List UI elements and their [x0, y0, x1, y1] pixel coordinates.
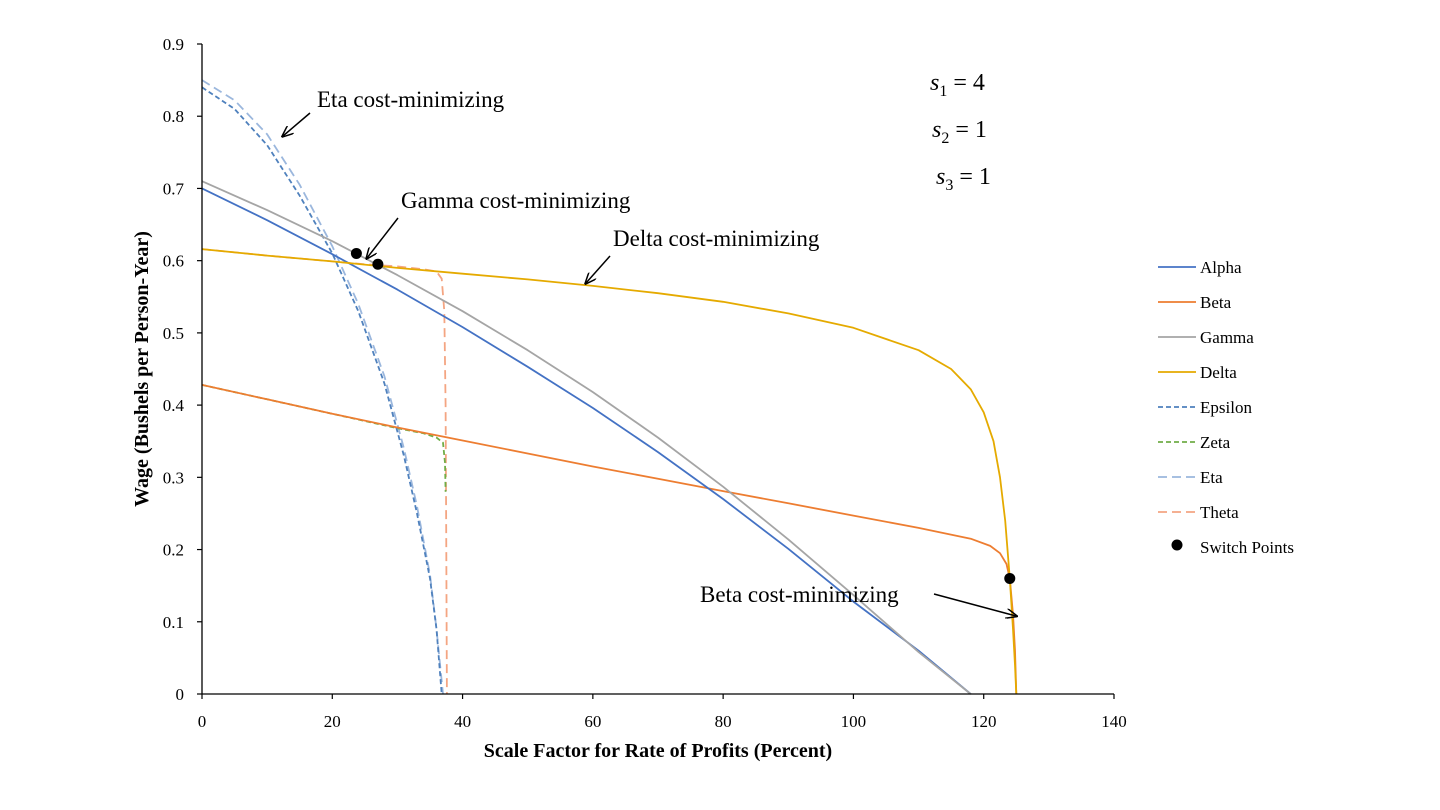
annotation-eta: Eta cost-minimizing — [317, 87, 505, 112]
param-s3-symbol: s — [936, 164, 945, 190]
x-tick-label: 20 — [324, 712, 341, 731]
legend-label-theta: Theta — [1200, 503, 1239, 522]
annotation-beta-arrow — [933, 593, 1016, 616]
x-axis-title: Scale Factor for Rate of Profits (Percen… — [484, 740, 832, 762]
x-tick-label: 0 — [198, 712, 207, 731]
annotation-gamma-arrow — [367, 217, 399, 258]
y-tick-label: 0.2 — [163, 541, 184, 560]
param-s2-sub: 2 — [941, 130, 949, 147]
legend-label-epsilon: Epsilon — [1200, 398, 1252, 417]
param-s2-symbol: s — [932, 117, 941, 143]
series-line-alpha — [201, 187, 972, 695]
x-tick-label: 40 — [454, 712, 471, 731]
legend: Alpha Beta Gamma Delta Epsilon Zeta Eta Theta Sw… — [1158, 258, 1294, 557]
annotation-gamma: Gamma cost-minimizing — [401, 188, 631, 213]
y-tick-label: 0.5 — [163, 324, 184, 343]
legend-label-switch-points: Switch Points — [1200, 538, 1294, 557]
series-line-beta — [201, 384, 1018, 695]
param-s1: s1 = 4 — [930, 70, 985, 100]
y-tick-label: 0.7 — [163, 179, 185, 198]
legend-label-eta: Eta — [1200, 468, 1223, 487]
param-s1-symbol: s — [930, 70, 939, 96]
x-tick-label: 80 — [715, 712, 732, 731]
series-line-eta — [201, 79, 444, 695]
switch-point — [350, 247, 362, 259]
annotation-eta-arrow — [283, 112, 311, 136]
param-s3-sub: 3 — [945, 177, 953, 194]
y-tick-label: 0.6 — [163, 252, 184, 271]
param-s3: s3 = 1 — [936, 164, 991, 194]
switch-points — [350, 247, 1016, 584]
annotation-delta: Delta cost-minimizing — [613, 226, 820, 251]
param-s1-value: 4 — [973, 70, 985, 96]
legend-swatch-switch-points — [1171, 539, 1183, 551]
param-s2: s2 = 1 — [932, 117, 987, 147]
y-tick-label: 0.3 — [163, 468, 184, 487]
axis-ticks: 0 20 40 60 80 100 120 140 0 0.1 0.2 0.3 0.4 0.5 0.6 0.7… — [163, 35, 1127, 731]
y-tick-label: 0.4 — [163, 396, 185, 415]
series-line-gamma — [201, 180, 972, 695]
y-tick-label: 0.9 — [163, 35, 184, 54]
x-tick-label: 140 — [1101, 712, 1127, 731]
y-axis-title: Wage (Bushels per Person-Year) — [131, 231, 153, 507]
series-line-delta — [201, 248, 1018, 695]
y-tick-label: 0.1 — [163, 613, 184, 632]
legend-label-delta: Delta — [1200, 363, 1237, 382]
annotation-delta-arrow — [586, 255, 611, 283]
legend-label-alpha: Alpha — [1200, 258, 1242, 277]
x-tick-label: 60 — [584, 712, 601, 731]
y-tick-label: 0.8 — [163, 107, 184, 126]
switch-point — [372, 258, 384, 270]
annotation-beta: Beta cost-minimizing — [700, 582, 899, 607]
x-tick-label: 100 — [841, 712, 867, 731]
x-tick-label: 120 — [971, 712, 997, 731]
series-line-theta — [201, 248, 448, 695]
param-s3-value: 1 — [979, 164, 991, 190]
y-tick-label: 0 — [176, 685, 185, 704]
param-s1-sub: 1 — [939, 83, 947, 100]
legend-label-beta: Beta — [1200, 293, 1232, 312]
legend-label-zeta: Zeta — [1200, 433, 1231, 452]
param-s2-value: 1 — [975, 117, 987, 143]
series-line-epsilon — [201, 86, 443, 695]
switch-point — [1004, 572, 1016, 584]
legend-label-gamma: Gamma — [1200, 328, 1254, 347]
